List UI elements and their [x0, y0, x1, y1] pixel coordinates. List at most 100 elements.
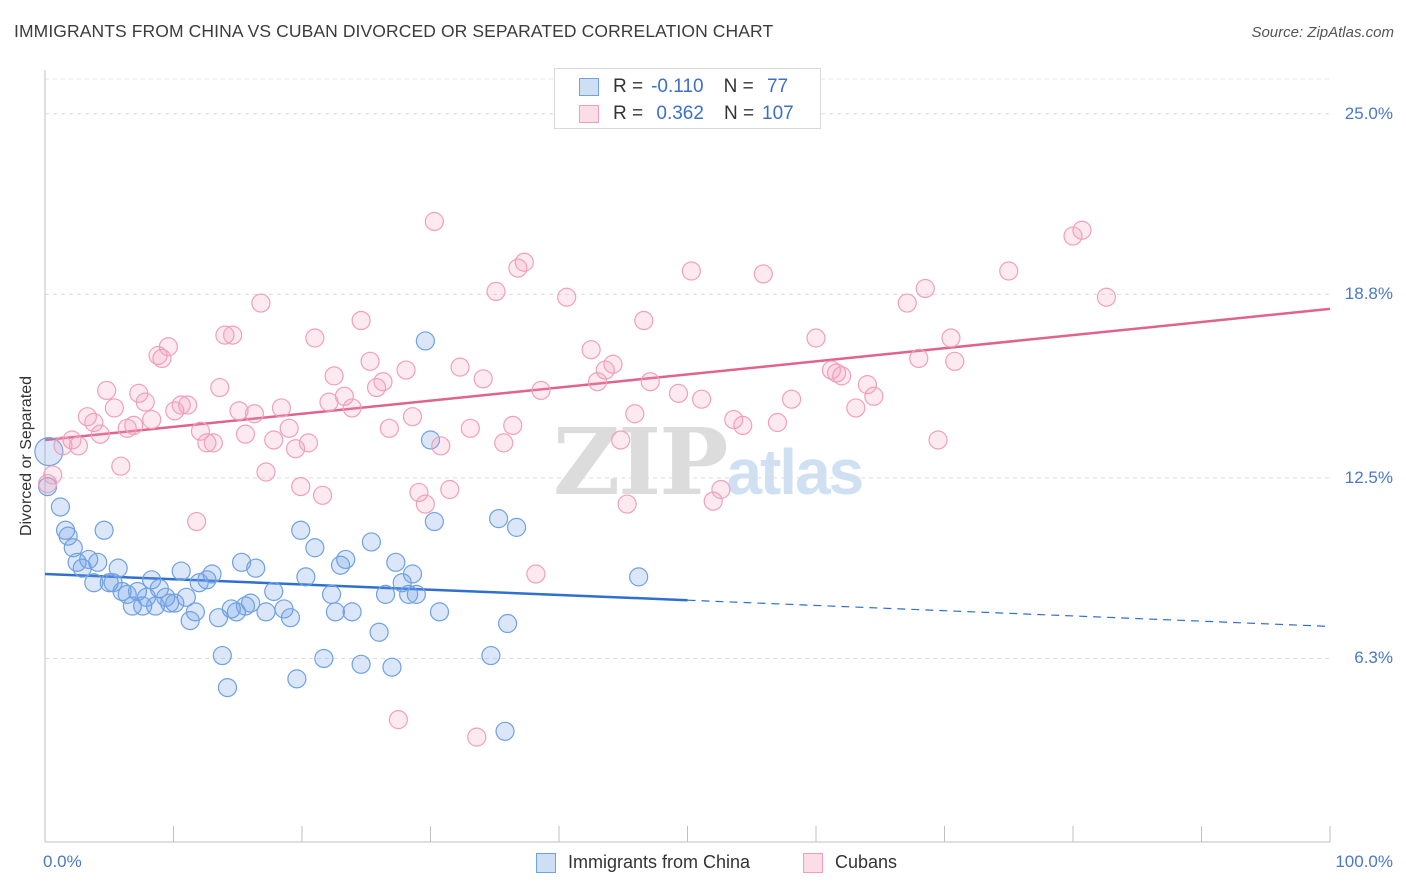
- watermark-zip: ZIP: [553, 408, 728, 516]
- data-point: [857, 375, 878, 395]
- data-point: [104, 398, 124, 418]
- legend-r-label: R =: [613, 103, 644, 124]
- data-point: [111, 456, 131, 476]
- data-point: [897, 293, 917, 313]
- data-point: [909, 348, 929, 369]
- data-point: [84, 573, 104, 593]
- data-point: [402, 564, 423, 584]
- data-point: [424, 211, 444, 232]
- data-point: [945, 351, 965, 371]
- trend-line-cubans: [44, 307, 1331, 442]
- data-point: [409, 482, 429, 503]
- data-point: [122, 596, 142, 616]
- watermark-atlas: atlas: [726, 436, 864, 508]
- data-point: [629, 567, 649, 587]
- data-point: [112, 581, 132, 602]
- legend-item-china[interactable]: Immigrants from China: [536, 852, 750, 873]
- data-point: [84, 412, 104, 433]
- chart-title: IMMIGRANTS FROM CHINA VS CUBAN DIVORCED …: [14, 21, 774, 41]
- data-point: [460, 418, 480, 438]
- data-point: [450, 357, 470, 377]
- data-point: [864, 386, 884, 406]
- data-point: [1096, 287, 1117, 307]
- data-point: [160, 593, 180, 613]
- y-tick-label: 25.0%: [1344, 103, 1393, 123]
- data-point: [43, 465, 63, 485]
- legend-swatch-china: [536, 852, 556, 873]
- data-point: [287, 669, 307, 689]
- watermark: ZIPatlas: [553, 408, 864, 516]
- data-point: [494, 433, 514, 453]
- data-point: [217, 677, 238, 698]
- data-point: [235, 424, 256, 444]
- data-point: [429, 602, 450, 622]
- data-point: [1072, 220, 1092, 240]
- data-point: [210, 377, 230, 398]
- data-point: [603, 354, 623, 374]
- data-point: [388, 710, 408, 730]
- data-point: [486, 281, 506, 302]
- legend-n-value: 107: [762, 103, 794, 124]
- legend-swatch-cubans: [579, 105, 599, 123]
- data-point: [190, 421, 211, 441]
- data-point: [587, 372, 608, 392]
- data-point: [280, 608, 301, 628]
- legend-item-cubans[interactable]: Cubans: [803, 852, 897, 873]
- data-point: [399, 584, 419, 604]
- data-point: [232, 552, 252, 572]
- data-point: [431, 436, 451, 456]
- data-point: [681, 261, 701, 281]
- data-point: [373, 372, 393, 392]
- legend-r-value: 0.362: [651, 103, 704, 124]
- data-point: [314, 648, 334, 669]
- gridlines: [45, 78, 1330, 659]
- data-point: [617, 494, 637, 514]
- data-point: [305, 538, 325, 558]
- data-point: [251, 293, 271, 313]
- y-tick-label: 12.5%: [1344, 467, 1393, 487]
- data-point: [203, 433, 223, 453]
- data-point: [503, 415, 523, 436]
- data-point: [467, 727, 487, 747]
- data-point: [325, 602, 346, 622]
- data-point: [821, 360, 842, 380]
- data-point: [256, 602, 276, 622]
- data-point: [396, 360, 416, 380]
- data-point: [386, 552, 406, 572]
- y-tick-label: 6.3%: [1354, 648, 1393, 668]
- data-point: [360, 351, 380, 371]
- data-point: [68, 436, 89, 456]
- data-point: [379, 418, 399, 438]
- legend-label-china: Immigrants from China: [568, 852, 751, 872]
- data-point: [481, 645, 501, 666]
- y-tick-label: 18.8%: [1344, 284, 1393, 304]
- data-point: [767, 412, 788, 433]
- data-point: [402, 407, 423, 427]
- data-point: [197, 570, 217, 590]
- data-point: [526, 564, 546, 584]
- x-tick-label-min: 0.0%: [43, 852, 82, 871]
- data-point: [94, 520, 114, 540]
- data-point: [711, 479, 731, 500]
- data-point: [63, 538, 83, 558]
- data-point: [495, 721, 515, 741]
- legend-n-value: 77: [761, 76, 789, 97]
- data-point: [178, 395, 198, 415]
- data-point: [382, 657, 402, 677]
- legend-label-cubans: Cubans: [835, 852, 898, 872]
- data-point: [256, 462, 276, 482]
- data-point: [846, 398, 866, 418]
- data-point: [330, 555, 351, 575]
- data-point: [305, 328, 325, 348]
- trend-line-china: [44, 572, 688, 602]
- data-point: [215, 325, 235, 345]
- data-point: [342, 398, 362, 418]
- data-point: [999, 261, 1019, 281]
- data-point: [171, 395, 191, 415]
- data-point: [420, 430, 441, 450]
- data-point: [351, 310, 371, 331]
- data-point: [235, 596, 256, 616]
- data-point: [291, 476, 311, 497]
- data-point: [158, 337, 178, 357]
